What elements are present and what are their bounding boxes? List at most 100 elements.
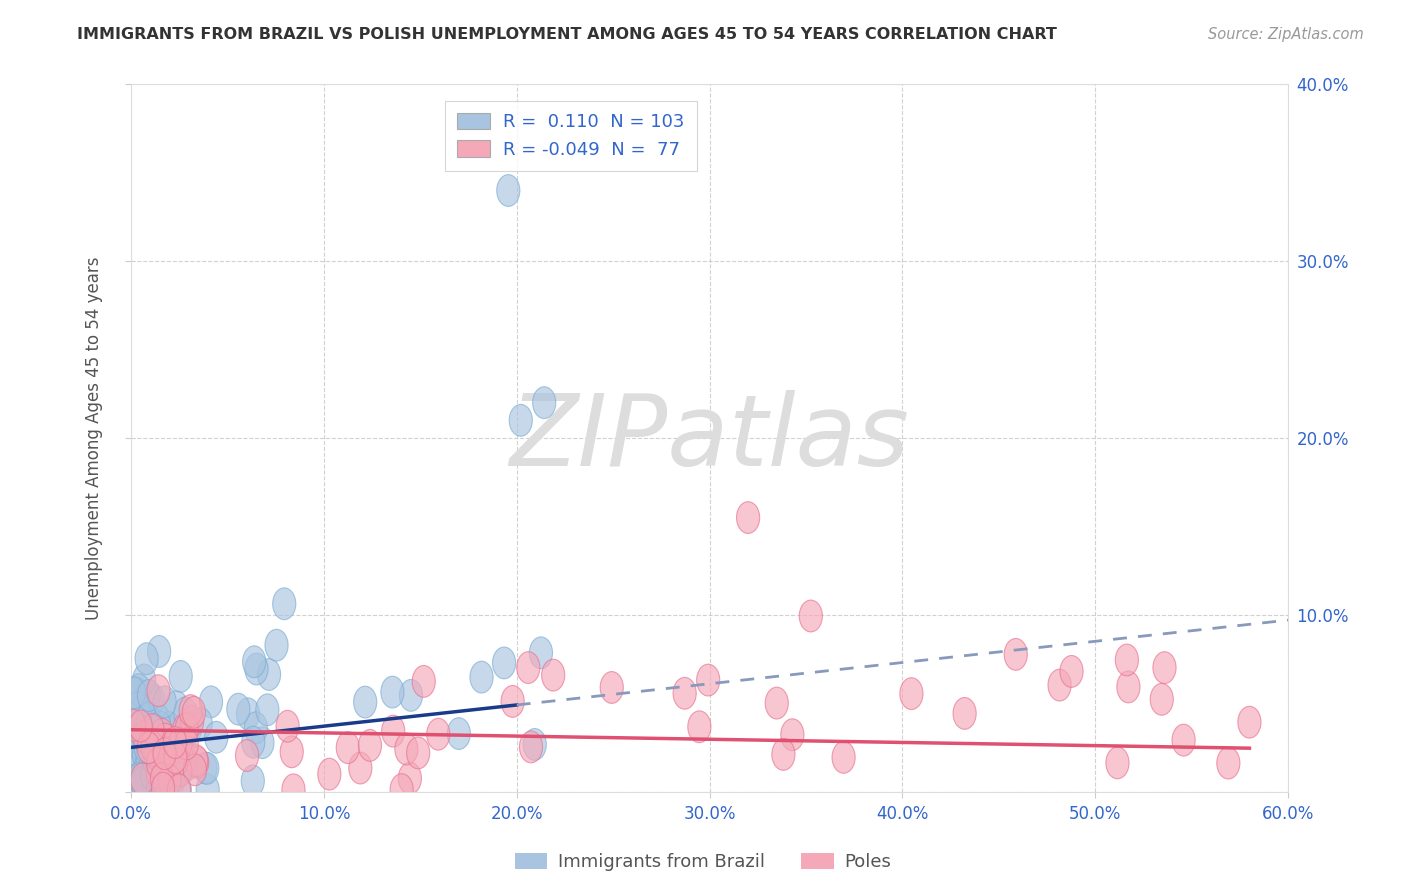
Ellipse shape <box>395 733 418 765</box>
Ellipse shape <box>406 737 430 769</box>
Ellipse shape <box>136 750 159 781</box>
Ellipse shape <box>174 697 197 729</box>
Ellipse shape <box>398 763 422 794</box>
Ellipse shape <box>533 387 555 418</box>
Ellipse shape <box>772 739 794 771</box>
Ellipse shape <box>276 710 299 742</box>
Ellipse shape <box>1115 644 1139 676</box>
Ellipse shape <box>148 739 170 772</box>
Ellipse shape <box>143 714 166 746</box>
Ellipse shape <box>157 737 180 768</box>
Ellipse shape <box>245 653 269 685</box>
Ellipse shape <box>953 698 976 730</box>
Ellipse shape <box>256 694 278 726</box>
Ellipse shape <box>389 773 413 805</box>
Ellipse shape <box>122 772 146 804</box>
Ellipse shape <box>128 763 152 794</box>
Ellipse shape <box>155 740 177 772</box>
Ellipse shape <box>122 709 145 741</box>
Ellipse shape <box>336 731 360 764</box>
Ellipse shape <box>141 731 165 763</box>
Ellipse shape <box>280 736 304 768</box>
Ellipse shape <box>139 774 162 805</box>
Ellipse shape <box>141 714 165 747</box>
Ellipse shape <box>148 705 170 737</box>
Ellipse shape <box>273 588 295 620</box>
Ellipse shape <box>737 501 759 533</box>
Ellipse shape <box>135 741 159 772</box>
Ellipse shape <box>145 773 169 805</box>
Ellipse shape <box>157 764 181 797</box>
Ellipse shape <box>129 731 152 762</box>
Ellipse shape <box>132 739 156 771</box>
Ellipse shape <box>1060 656 1083 688</box>
Ellipse shape <box>283 774 305 805</box>
Ellipse shape <box>243 646 266 678</box>
Ellipse shape <box>195 774 219 805</box>
Ellipse shape <box>145 746 167 777</box>
Ellipse shape <box>142 745 166 777</box>
Ellipse shape <box>139 747 162 780</box>
Ellipse shape <box>125 677 149 709</box>
Ellipse shape <box>173 747 197 779</box>
Ellipse shape <box>1150 683 1174 715</box>
Ellipse shape <box>523 729 547 760</box>
Ellipse shape <box>195 753 219 784</box>
Ellipse shape <box>138 680 160 711</box>
Ellipse shape <box>236 698 260 730</box>
Ellipse shape <box>501 686 524 717</box>
Ellipse shape <box>142 754 166 786</box>
Ellipse shape <box>132 718 155 750</box>
Ellipse shape <box>399 680 423 711</box>
Ellipse shape <box>1173 724 1195 756</box>
Ellipse shape <box>447 718 471 749</box>
Ellipse shape <box>146 759 170 791</box>
Ellipse shape <box>381 676 404 708</box>
Ellipse shape <box>134 731 157 764</box>
Ellipse shape <box>186 747 208 779</box>
Ellipse shape <box>132 664 156 696</box>
Ellipse shape <box>519 731 543 763</box>
Ellipse shape <box>146 747 170 779</box>
Ellipse shape <box>359 730 381 761</box>
Ellipse shape <box>765 687 789 719</box>
Ellipse shape <box>157 712 180 744</box>
Ellipse shape <box>176 713 198 745</box>
Ellipse shape <box>179 695 202 726</box>
Ellipse shape <box>169 774 191 805</box>
Ellipse shape <box>124 766 146 798</box>
Ellipse shape <box>134 753 157 785</box>
Ellipse shape <box>780 719 804 751</box>
Ellipse shape <box>180 706 204 738</box>
Ellipse shape <box>242 765 264 797</box>
Text: Source: ZipAtlas.com: Source: ZipAtlas.com <box>1208 27 1364 42</box>
Ellipse shape <box>127 673 150 706</box>
Ellipse shape <box>696 665 720 696</box>
Y-axis label: Unemployment Among Ages 45 to 54 years: Unemployment Among Ages 45 to 54 years <box>86 256 103 620</box>
Ellipse shape <box>381 715 405 747</box>
Ellipse shape <box>138 751 162 783</box>
Ellipse shape <box>170 731 194 763</box>
Ellipse shape <box>354 686 377 718</box>
Ellipse shape <box>1153 652 1175 683</box>
Ellipse shape <box>141 683 165 715</box>
Ellipse shape <box>152 774 174 805</box>
Ellipse shape <box>242 726 264 758</box>
Ellipse shape <box>153 686 176 718</box>
Ellipse shape <box>1107 747 1129 779</box>
Ellipse shape <box>165 690 188 723</box>
Ellipse shape <box>183 754 207 786</box>
Ellipse shape <box>900 678 922 709</box>
Ellipse shape <box>492 647 516 679</box>
Ellipse shape <box>173 714 195 745</box>
Ellipse shape <box>127 691 149 723</box>
Ellipse shape <box>470 661 494 693</box>
Ellipse shape <box>122 738 146 770</box>
Ellipse shape <box>163 742 187 773</box>
Ellipse shape <box>146 774 170 805</box>
Ellipse shape <box>163 727 187 758</box>
Ellipse shape <box>132 701 156 732</box>
Ellipse shape <box>155 759 179 790</box>
Ellipse shape <box>150 718 173 750</box>
Legend: R =  0.110  N = 103, R = -0.049  N =  77: R = 0.110 N = 103, R = -0.049 N = 77 <box>444 101 696 171</box>
